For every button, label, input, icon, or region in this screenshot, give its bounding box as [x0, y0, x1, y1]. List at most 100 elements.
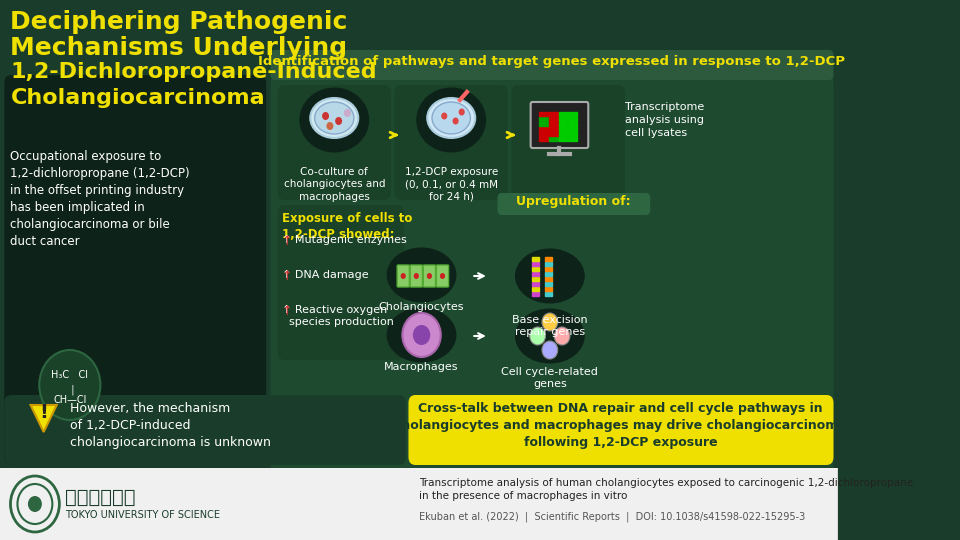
Ellipse shape [432, 102, 470, 134]
Bar [559, 132, 567, 136]
Bar [540, 132, 548, 136]
Bar [549, 137, 558, 141]
Polygon shape [31, 405, 57, 432]
Text: |: | [65, 384, 75, 395]
Bar [533, 272, 540, 276]
Bar [545, 277, 552, 281]
Bar [545, 272, 552, 276]
FancyBboxPatch shape [497, 193, 650, 215]
Circle shape [452, 118, 459, 125]
Bar [568, 122, 577, 126]
Text: Macrophages: Macrophages [384, 362, 459, 372]
Text: Deciphering Pathogenic: Deciphering Pathogenic [11, 10, 348, 34]
Text: 1,2-Dichloropropane-Induced: 1,2-Dichloropropane-Induced [11, 62, 377, 82]
Circle shape [554, 327, 570, 345]
Circle shape [335, 117, 342, 125]
Bar [540, 117, 548, 121]
Bar [559, 137, 567, 141]
Text: Ekuban et al. (2022)  |  Scientific Reports  |  DOI: 10.1038/s41598-022-15295-3: Ekuban et al. (2022) | Scientific Report… [419, 512, 805, 523]
Ellipse shape [427, 98, 475, 138]
Text: Occupational exposure to
1,2-dichloropropane (1,2-DCP)
in the offset printing in: Occupational exposure to 1,2-dichloropro… [11, 150, 190, 248]
Text: Cross-talk between DNA repair and cell cycle pathways in
cholangiocytes and macr: Cross-talk between DNA repair and cell c… [395, 402, 847, 449]
Circle shape [542, 341, 558, 359]
FancyBboxPatch shape [423, 265, 436, 287]
Text: Cell cycle-related
genes: Cell cycle-related genes [501, 367, 598, 389]
Text: ↑: ↑ [282, 270, 293, 283]
FancyBboxPatch shape [395, 85, 508, 200]
Circle shape [413, 325, 430, 345]
Text: Identification of pathways and target genes expressed in response to 1,2-DCP: Identification of pathways and target ge… [258, 56, 845, 69]
Ellipse shape [300, 87, 370, 152]
Text: ↑ Mutagenic enzymes: ↑ Mutagenic enzymes [282, 235, 407, 245]
Text: ↑: ↑ [282, 235, 293, 248]
Bar [549, 132, 558, 136]
Text: Transcriptome
analysis using
cell lysates: Transcriptome analysis using cell lysate… [625, 102, 705, 138]
Bar [549, 122, 558, 126]
Ellipse shape [387, 247, 456, 302]
Bar [545, 292, 552, 296]
Circle shape [459, 109, 465, 116]
Bar [568, 112, 577, 116]
Ellipse shape [417, 87, 486, 152]
Circle shape [28, 496, 42, 512]
Circle shape [427, 273, 432, 279]
Ellipse shape [515, 248, 585, 303]
Bar [540, 112, 548, 116]
Text: Cholangiocytes: Cholangiocytes [379, 302, 465, 312]
Text: !: ! [39, 402, 48, 422]
Text: Upregulation of:: Upregulation of: [516, 195, 631, 208]
Bar [533, 262, 540, 266]
Bar [568, 127, 577, 131]
Text: However, the mechanism
of 1,2-DCP-induced
cholangiocarcinoma is unknown: However, the mechanism of 1,2-DCP-induce… [70, 402, 271, 449]
Text: Exposure of cells to
1,2-DCP showed:: Exposure of cells to 1,2-DCP showed: [282, 212, 412, 241]
Bar [533, 267, 540, 271]
Circle shape [400, 273, 406, 279]
Bar [545, 267, 552, 271]
FancyBboxPatch shape [397, 265, 409, 287]
Bar [568, 137, 577, 141]
Bar [568, 132, 577, 136]
Circle shape [530, 327, 545, 345]
Text: Cholangiocarcinoma: Cholangiocarcinoma [11, 88, 265, 108]
Text: TOKYO UNIVERSITY OF SCIENCE: TOKYO UNIVERSITY OF SCIENCE [65, 510, 221, 520]
Circle shape [414, 273, 419, 279]
Text: ↑ DNA damage: ↑ DNA damage [282, 270, 369, 280]
Bar [540, 122, 548, 126]
Bar [533, 277, 540, 281]
Circle shape [326, 122, 333, 130]
Bar [559, 122, 567, 126]
FancyBboxPatch shape [5, 395, 406, 465]
FancyBboxPatch shape [271, 50, 833, 80]
Bar [533, 282, 540, 286]
Circle shape [440, 273, 445, 279]
Bar [549, 117, 558, 121]
Bar [533, 287, 540, 291]
Text: CH—Cl: CH—Cl [53, 395, 86, 405]
Ellipse shape [310, 98, 358, 138]
Text: ↑ Reactive oxygen
  species production: ↑ Reactive oxygen species production [282, 305, 394, 327]
FancyBboxPatch shape [277, 85, 391, 200]
FancyBboxPatch shape [410, 265, 422, 287]
Text: Base excision
repair genes: Base excision repair genes [512, 315, 588, 338]
Bar [545, 257, 552, 261]
Bar [545, 262, 552, 266]
Bar [533, 292, 540, 296]
FancyBboxPatch shape [277, 205, 404, 360]
FancyBboxPatch shape [408, 395, 833, 465]
FancyBboxPatch shape [271, 75, 833, 510]
Ellipse shape [315, 102, 354, 134]
Text: Mechanisms Underlying: Mechanisms Underlying [11, 36, 348, 60]
Ellipse shape [515, 308, 585, 363]
Bar [540, 137, 548, 141]
FancyBboxPatch shape [437, 265, 448, 287]
Text: H₃C   Cl: H₃C Cl [51, 370, 88, 380]
Bar [559, 112, 567, 116]
Circle shape [344, 109, 350, 117]
FancyBboxPatch shape [0, 468, 838, 540]
Text: ↑: ↑ [282, 305, 293, 318]
FancyBboxPatch shape [5, 75, 266, 465]
Text: Co-culture of
cholangiocytes and
macrophages: Co-culture of cholangiocytes and macroph… [283, 167, 385, 202]
Circle shape [402, 313, 441, 357]
Circle shape [442, 112, 447, 119]
Circle shape [39, 350, 101, 420]
